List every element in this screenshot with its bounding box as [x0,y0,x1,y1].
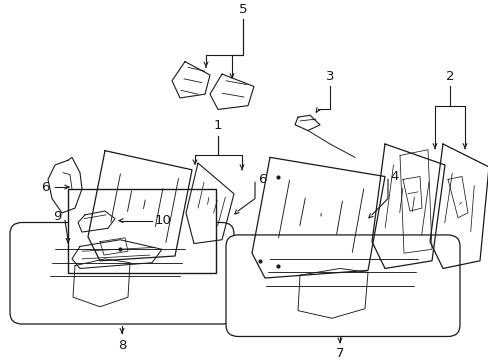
Text: 3: 3 [325,70,334,83]
Text: 2: 2 [445,70,453,83]
Text: 5: 5 [238,3,247,15]
Text: 4: 4 [389,170,398,183]
FancyBboxPatch shape [68,189,216,273]
Text: 9: 9 [54,210,62,223]
Text: 1: 1 [213,120,222,132]
Text: 10: 10 [155,214,171,227]
Text: 6: 6 [258,173,266,186]
FancyBboxPatch shape [225,235,459,337]
Text: 6: 6 [41,181,50,194]
Text: 8: 8 [118,339,126,352]
Text: 7: 7 [335,347,344,360]
FancyBboxPatch shape [10,222,234,324]
